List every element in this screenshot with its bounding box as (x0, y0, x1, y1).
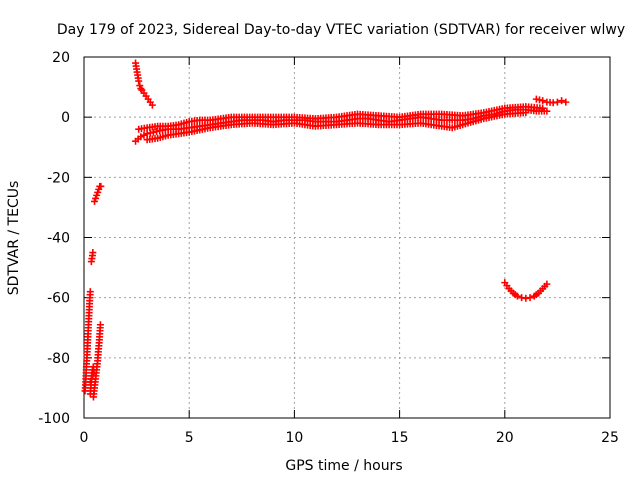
axis-ticks (83, 56, 611, 419)
data-point (539, 104, 547, 112)
data-point (539, 97, 547, 105)
x-tick-label: 20 (496, 430, 514, 446)
y-tick-label: 20 (52, 50, 70, 66)
y-tick-label: 0 (61, 110, 70, 126)
data-point (553, 98, 561, 106)
data-point (148, 101, 156, 109)
y-tick-label: -60 (47, 291, 70, 307)
data-point (135, 77, 143, 85)
x-tick-label: 15 (391, 430, 409, 446)
x-tick-label: 5 (185, 430, 194, 446)
x-tick-labels: 0 5 10 15 20 25 (80, 430, 619, 446)
data-point (86, 288, 94, 296)
chart-title: Day 179 of 2023, Sidereal Day-to-day VTE… (57, 22, 625, 38)
y-tick-label: -100 (38, 411, 70, 427)
data-point (137, 133, 145, 141)
data-point (97, 182, 105, 190)
data-point (513, 292, 521, 300)
data-point (526, 294, 534, 302)
data-point (543, 280, 551, 288)
y-tick-label: -20 (47, 170, 70, 186)
data-point (137, 85, 145, 93)
y-axis-label: SDTVAR / TECUs (6, 181, 22, 296)
data-points (81, 59, 570, 401)
x-tick-label: 0 (80, 430, 89, 446)
data-point (140, 131, 148, 139)
x-axis-label: GPS time / hours (285, 458, 402, 474)
x-tick-label: 10 (285, 430, 303, 446)
data-point (562, 98, 570, 106)
data-point (558, 97, 566, 105)
x-tick-label: 25 (601, 430, 619, 446)
y-tick-label: -80 (47, 351, 70, 367)
data-point (522, 109, 530, 117)
data-point (543, 107, 551, 115)
y-tick-labels: -100 -80 -60 -40 -20 0 20 (38, 50, 70, 427)
data-point (89, 249, 97, 257)
y-tick-label: -40 (47, 231, 70, 247)
data-point (96, 321, 104, 329)
